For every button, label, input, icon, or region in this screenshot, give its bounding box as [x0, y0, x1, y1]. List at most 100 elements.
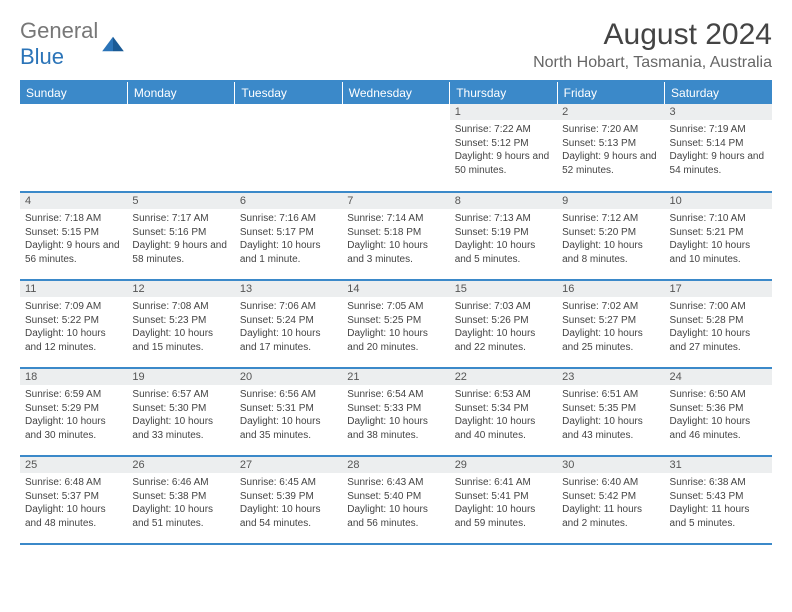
day-info: Sunrise: 6:43 AMSunset: 5:40 PMDaylight:… [342, 473, 449, 533]
day-header: Thursday [450, 81, 557, 104]
day-number: 27 [235, 457, 342, 473]
calendar-cell: 29Sunrise: 6:41 AMSunset: 5:41 PMDayligh… [450, 456, 557, 544]
day-number: 18 [20, 369, 127, 385]
day-info: Sunrise: 7:05 AMSunset: 5:25 PMDaylight:… [342, 297, 449, 357]
day-info: Sunrise: 7:02 AMSunset: 5:27 PMDaylight:… [557, 297, 664, 357]
calendar-cell: 18Sunrise: 6:59 AMSunset: 5:29 PMDayligh… [20, 368, 127, 456]
day-header: Sunday [20, 81, 127, 104]
location: North Hobart, Tasmania, Australia [533, 54, 772, 72]
day-info: Sunrise: 6:41 AMSunset: 5:41 PMDaylight:… [450, 473, 557, 533]
day-info: Sunrise: 7:00 AMSunset: 5:28 PMDaylight:… [665, 297, 772, 357]
day-info: Sunrise: 7:20 AMSunset: 5:13 PMDaylight:… [557, 120, 664, 180]
calendar-week: 18Sunrise: 6:59 AMSunset: 5:29 PMDayligh… [20, 368, 772, 456]
month-title: August 2024 [533, 18, 772, 52]
day-number: 2 [557, 104, 664, 120]
day-number: 24 [665, 369, 772, 385]
calendar-cell: 30Sunrise: 6:40 AMSunset: 5:42 PMDayligh… [557, 456, 664, 544]
day-number: 25 [20, 457, 127, 473]
calendar-cell-empty: .. [127, 104, 234, 192]
day-number: 23 [557, 369, 664, 385]
calendar-cell: 23Sunrise: 6:51 AMSunset: 5:35 PMDayligh… [557, 368, 664, 456]
calendar-week: ........1Sunrise: 7:22 AMSunset: 5:12 PM… [20, 104, 772, 192]
day-info: Sunrise: 6:48 AMSunset: 5:37 PMDaylight:… [20, 473, 127, 533]
day-info: Sunrise: 7:12 AMSunset: 5:20 PMDaylight:… [557, 209, 664, 269]
day-info: Sunrise: 6:53 AMSunset: 5:34 PMDaylight:… [450, 385, 557, 445]
day-number: 29 [450, 457, 557, 473]
calendar-cell: 19Sunrise: 6:57 AMSunset: 5:30 PMDayligh… [127, 368, 234, 456]
calendar-cell: 26Sunrise: 6:46 AMSunset: 5:38 PMDayligh… [127, 456, 234, 544]
day-number: 5 [127, 193, 234, 209]
day-info: Sunrise: 6:40 AMSunset: 5:42 PMDaylight:… [557, 473, 664, 533]
calendar-cell: 31Sunrise: 6:38 AMSunset: 5:43 PMDayligh… [665, 456, 772, 544]
calendar-cell: 24Sunrise: 6:50 AMSunset: 5:36 PMDayligh… [665, 368, 772, 456]
calendar-cell: 15Sunrise: 7:03 AMSunset: 5:26 PMDayligh… [450, 280, 557, 368]
day-info: Sunrise: 7:22 AMSunset: 5:12 PMDaylight:… [450, 120, 557, 180]
day-info: Sunrise: 7:17 AMSunset: 5:16 PMDaylight:… [127, 209, 234, 269]
day-number: 13 [235, 281, 342, 297]
logo-icon [102, 35, 124, 53]
day-number: 20 [235, 369, 342, 385]
calendar-cell: 11Sunrise: 7:09 AMSunset: 5:22 PMDayligh… [20, 280, 127, 368]
day-number: 19 [127, 369, 234, 385]
day-info: Sunrise: 6:38 AMSunset: 5:43 PMDaylight:… [665, 473, 772, 533]
day-number: 17 [665, 281, 772, 297]
day-header: Wednesday [342, 81, 449, 104]
calendar: SundayMondayTuesdayWednesdayThursdayFrid… [20, 80, 772, 545]
day-info: Sunrise: 7:18 AMSunset: 5:15 PMDaylight:… [20, 209, 127, 269]
calendar-cell: 27Sunrise: 6:45 AMSunset: 5:39 PMDayligh… [235, 456, 342, 544]
day-info: Sunrise: 6:59 AMSunset: 5:29 PMDaylight:… [20, 385, 127, 445]
calendar-cell: 1Sunrise: 7:22 AMSunset: 5:12 PMDaylight… [450, 104, 557, 192]
day-number: 31 [665, 457, 772, 473]
day-info: Sunrise: 7:16 AMSunset: 5:17 PMDaylight:… [235, 209, 342, 269]
calendar-cell-empty: .. [20, 104, 127, 192]
calendar-cell: 4Sunrise: 7:18 AMSunset: 5:15 PMDaylight… [20, 192, 127, 280]
calendar-cell: 2Sunrise: 7:20 AMSunset: 5:13 PMDaylight… [557, 104, 664, 192]
day-number: 10 [665, 193, 772, 209]
day-number: 26 [127, 457, 234, 473]
day-number: 11 [20, 281, 127, 297]
day-info: Sunrise: 6:51 AMSunset: 5:35 PMDaylight:… [557, 385, 664, 445]
day-info: Sunrise: 7:19 AMSunset: 5:14 PMDaylight:… [665, 120, 772, 180]
calendar-cell: 5Sunrise: 7:17 AMSunset: 5:16 PMDaylight… [127, 192, 234, 280]
logo-text: General Blue [20, 18, 98, 70]
calendar-cell: 20Sunrise: 6:56 AMSunset: 5:31 PMDayligh… [235, 368, 342, 456]
title-block: August 2024 North Hobart, Tasmania, Aust… [533, 18, 772, 72]
calendar-cell-empty: .. [342, 104, 449, 192]
day-info: Sunrise: 6:46 AMSunset: 5:38 PMDaylight:… [127, 473, 234, 533]
day-number: 22 [450, 369, 557, 385]
calendar-cell: 16Sunrise: 7:02 AMSunset: 5:27 PMDayligh… [557, 280, 664, 368]
day-info: Sunrise: 6:54 AMSunset: 5:33 PMDaylight:… [342, 385, 449, 445]
calendar-body: ........1Sunrise: 7:22 AMSunset: 5:12 PM… [20, 104, 772, 544]
calendar-cell: 10Sunrise: 7:10 AMSunset: 5:21 PMDayligh… [665, 192, 772, 280]
day-info: Sunrise: 6:45 AMSunset: 5:39 PMDaylight:… [235, 473, 342, 533]
day-info: Sunrise: 7:06 AMSunset: 5:24 PMDaylight:… [235, 297, 342, 357]
calendar-cell: 22Sunrise: 6:53 AMSunset: 5:34 PMDayligh… [450, 368, 557, 456]
calendar-cell: 21Sunrise: 6:54 AMSunset: 5:33 PMDayligh… [342, 368, 449, 456]
day-number: 21 [342, 369, 449, 385]
calendar-cell: 3Sunrise: 7:19 AMSunset: 5:14 PMDaylight… [665, 104, 772, 192]
day-header: Friday [557, 81, 664, 104]
day-info: Sunrise: 7:14 AMSunset: 5:18 PMDaylight:… [342, 209, 449, 269]
calendar-cell-empty: .. [235, 104, 342, 192]
day-number: 15 [450, 281, 557, 297]
logo-general: General [20, 18, 98, 43]
logo-blue: Blue [20, 44, 64, 69]
calendar-cell: 8Sunrise: 7:13 AMSunset: 5:19 PMDaylight… [450, 192, 557, 280]
day-number: 30 [557, 457, 664, 473]
calendar-cell: 14Sunrise: 7:05 AMSunset: 5:25 PMDayligh… [342, 280, 449, 368]
day-info: Sunrise: 6:57 AMSunset: 5:30 PMDaylight:… [127, 385, 234, 445]
day-info: Sunrise: 7:03 AMSunset: 5:26 PMDaylight:… [450, 297, 557, 357]
day-header-row: SundayMondayTuesdayWednesdayThursdayFrid… [20, 81, 772, 104]
calendar-cell: 28Sunrise: 6:43 AMSunset: 5:40 PMDayligh… [342, 456, 449, 544]
day-header: Monday [127, 81, 234, 104]
calendar-cell: 12Sunrise: 7:08 AMSunset: 5:23 PMDayligh… [127, 280, 234, 368]
day-number: 6 [235, 193, 342, 209]
header: General Blue August 2024 North Hobart, T… [20, 18, 772, 72]
day-info: Sunrise: 6:56 AMSunset: 5:31 PMDaylight:… [235, 385, 342, 445]
calendar-week: 4Sunrise: 7:18 AMSunset: 5:15 PMDaylight… [20, 192, 772, 280]
calendar-week: 11Sunrise: 7:09 AMSunset: 5:22 PMDayligh… [20, 280, 772, 368]
calendar-cell: 9Sunrise: 7:12 AMSunset: 5:20 PMDaylight… [557, 192, 664, 280]
day-number: 9 [557, 193, 664, 209]
day-number: 16 [557, 281, 664, 297]
calendar-cell: 25Sunrise: 6:48 AMSunset: 5:37 PMDayligh… [20, 456, 127, 544]
